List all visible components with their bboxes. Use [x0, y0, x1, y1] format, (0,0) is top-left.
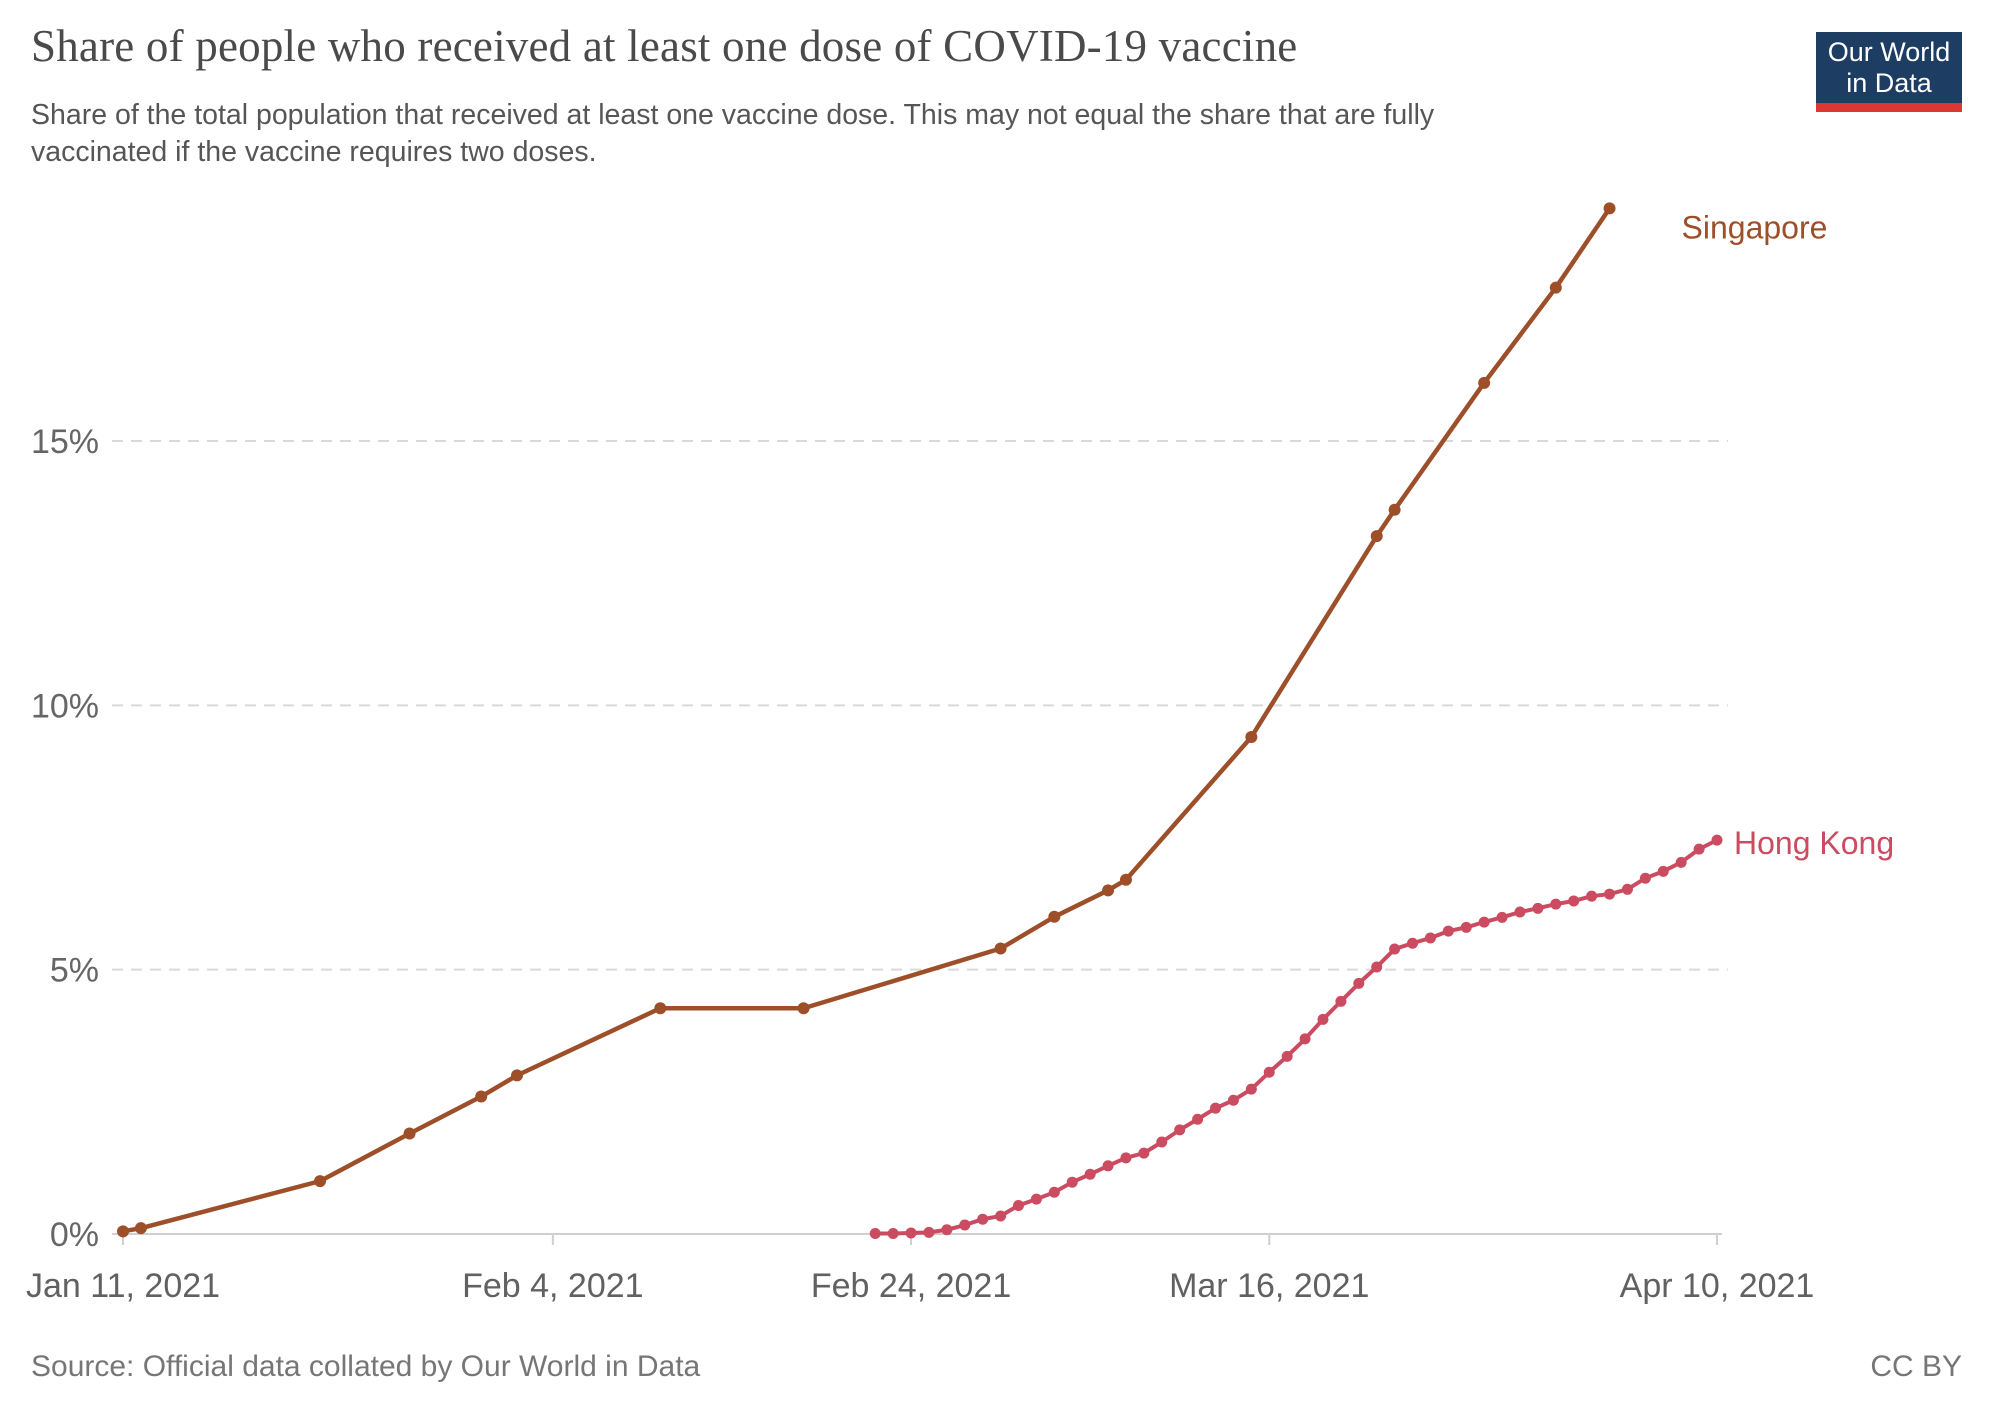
data-point-hong-kong[interactable] — [1210, 1102, 1222, 1114]
y-tick-label-0pct: 0% — [50, 1216, 99, 1254]
data-point-hong-kong[interactable] — [1299, 1033, 1311, 1045]
data-point-singapore[interactable] — [1245, 731, 1258, 744]
data-point-singapore[interactable] — [654, 1002, 667, 1015]
data-point-hong-kong[interactable] — [1030, 1193, 1042, 1205]
data-point-hong-kong[interactable] — [1013, 1199, 1025, 1211]
chart-footer: Source: Official data collated by Our Wo… — [31, 1350, 1962, 1384]
data-point-hong-kong[interactable] — [1621, 883, 1633, 895]
data-point-hong-kong[interactable] — [1675, 856, 1687, 868]
data-point-hong-kong[interactable] — [1066, 1176, 1078, 1188]
y-tick-label-5pct: 5% — [50, 952, 99, 990]
data-point-singapore[interactable] — [1370, 530, 1383, 543]
data-point-hong-kong[interactable] — [1442, 925, 1454, 937]
x-tick-label: Feb 24, 2021 — [811, 1267, 1011, 1305]
data-point-hong-kong[interactable] — [1389, 943, 1401, 955]
chart-subtitle: Share of the total population that recei… — [31, 97, 1434, 171]
data-point-singapore[interactable] — [1048, 910, 1061, 923]
data-point-hong-kong[interactable] — [1138, 1147, 1150, 1159]
data-point-hong-kong[interactable] — [1604, 888, 1616, 900]
data-point-hong-kong[interactable] — [1514, 906, 1526, 918]
data-point-hong-kong[interactable] — [1245, 1083, 1257, 1095]
data-point-singapore[interactable] — [1102, 884, 1115, 897]
data-point-hong-kong[interactable] — [1281, 1050, 1293, 1062]
data-point-hong-kong[interactable] — [1424, 932, 1436, 944]
data-point-hong-kong[interactable] — [1227, 1094, 1239, 1106]
data-point-hong-kong[interactable] — [1711, 834, 1723, 846]
data-point-hong-kong[interactable] — [1568, 895, 1580, 907]
data-point-hong-kong[interactable] — [869, 1227, 881, 1239]
data-point-singapore[interactable] — [117, 1225, 129, 1238]
data-point-hong-kong[interactable] — [1174, 1124, 1186, 1136]
data-point-singapore[interactable] — [403, 1127, 416, 1140]
data-point-hong-kong[interactable] — [905, 1227, 917, 1239]
y-tick-label-15pct: 15% — [31, 423, 99, 461]
data-point-hong-kong[interactable] — [995, 1210, 1007, 1222]
chart-subtitle-line2: vaccinated if the vaccine requires two d… — [31, 136, 597, 168]
x-tick-label: Mar 16, 2021 — [1169, 1267, 1369, 1305]
data-point-hong-kong[interactable] — [887, 1227, 899, 1239]
data-point-hong-kong[interactable] — [1084, 1168, 1096, 1180]
data-point-singapore[interactable] — [475, 1090, 488, 1103]
license-link[interactable]: CC BY — [1870, 1350, 1962, 1383]
chart-subtitle-line1: Share of the total population that recei… — [31, 99, 1435, 131]
data-point-hong-kong[interactable] — [941, 1224, 953, 1236]
data-point-hong-kong[interactable] — [959, 1219, 971, 1231]
data-point-hong-kong[interactable] — [1371, 961, 1383, 973]
data-point-singapore[interactable] — [1478, 376, 1491, 389]
data-point-singapore[interactable] — [511, 1069, 524, 1082]
data-point-singapore[interactable] — [1549, 281, 1562, 294]
owid-logo-text: Our World in Data — [1827, 36, 1951, 98]
data-point-hong-kong[interactable] — [1192, 1113, 1204, 1125]
data-point-hong-kong[interactable] — [1460, 921, 1472, 933]
data-point-hong-kong[interactable] — [1532, 902, 1544, 914]
owid-logo[interactable]: Our World in Data — [1816, 32, 1962, 112]
data-point-singapore[interactable] — [1119, 873, 1132, 886]
data-point-hong-kong[interactable] — [1693, 843, 1705, 855]
data-point-singapore[interactable] — [1603, 202, 1616, 215]
data-point-singapore[interactable] — [994, 942, 1007, 955]
data-point-hong-kong[interactable] — [1478, 916, 1490, 928]
data-point-hong-kong[interactable] — [1353, 977, 1365, 989]
data-point-hong-kong[interactable] — [1317, 1013, 1329, 1025]
data-point-hong-kong[interactable] — [1120, 1152, 1132, 1164]
data-point-hong-kong[interactable] — [1407, 937, 1419, 949]
owid-logo-redbar — [1816, 103, 1962, 112]
series-label-hong-kong[interactable]: Hong Kong — [1734, 825, 1894, 861]
data-point-hong-kong[interactable] — [1639, 872, 1651, 884]
data-point-hong-kong[interactable] — [1102, 1160, 1114, 1172]
x-tick-label: Jan 11, 2021 — [26, 1267, 220, 1305]
data-point-hong-kong[interactable] — [977, 1213, 989, 1225]
data-point-hong-kong[interactable] — [1550, 898, 1562, 910]
data-point-singapore[interactable] — [797, 1002, 810, 1015]
data-point-singapore[interactable] — [1388, 503, 1401, 516]
data-point-singapore[interactable] — [314, 1175, 327, 1188]
data-point-hong-kong[interactable] — [1156, 1136, 1168, 1148]
data-point-hong-kong[interactable] — [1335, 995, 1347, 1007]
y-tick-label-10pct: 10% — [31, 687, 99, 725]
source-note: Source: Official data collated by Our Wo… — [31, 1350, 701, 1383]
series-label-singapore[interactable]: Singapore — [1682, 209, 1828, 245]
data-point-hong-kong[interactable] — [1048, 1186, 1060, 1198]
data-point-singapore[interactable] — [134, 1222, 147, 1235]
x-tick-label: Apr 10, 2021 — [1620, 1267, 1815, 1305]
chart-title: Share of people who received at least on… — [31, 21, 1298, 71]
series-line-singapore[interactable] — [120, 206, 1612, 1234]
data-point-hong-kong[interactable] — [1496, 911, 1508, 923]
data-point-hong-kong[interactable] — [923, 1226, 935, 1238]
data-point-hong-kong[interactable] — [1586, 890, 1598, 902]
x-tick-label: Feb 4, 2021 — [462, 1267, 643, 1305]
data-point-hong-kong[interactable] — [1263, 1066, 1275, 1078]
data-point-hong-kong[interactable] — [1657, 865, 1669, 877]
